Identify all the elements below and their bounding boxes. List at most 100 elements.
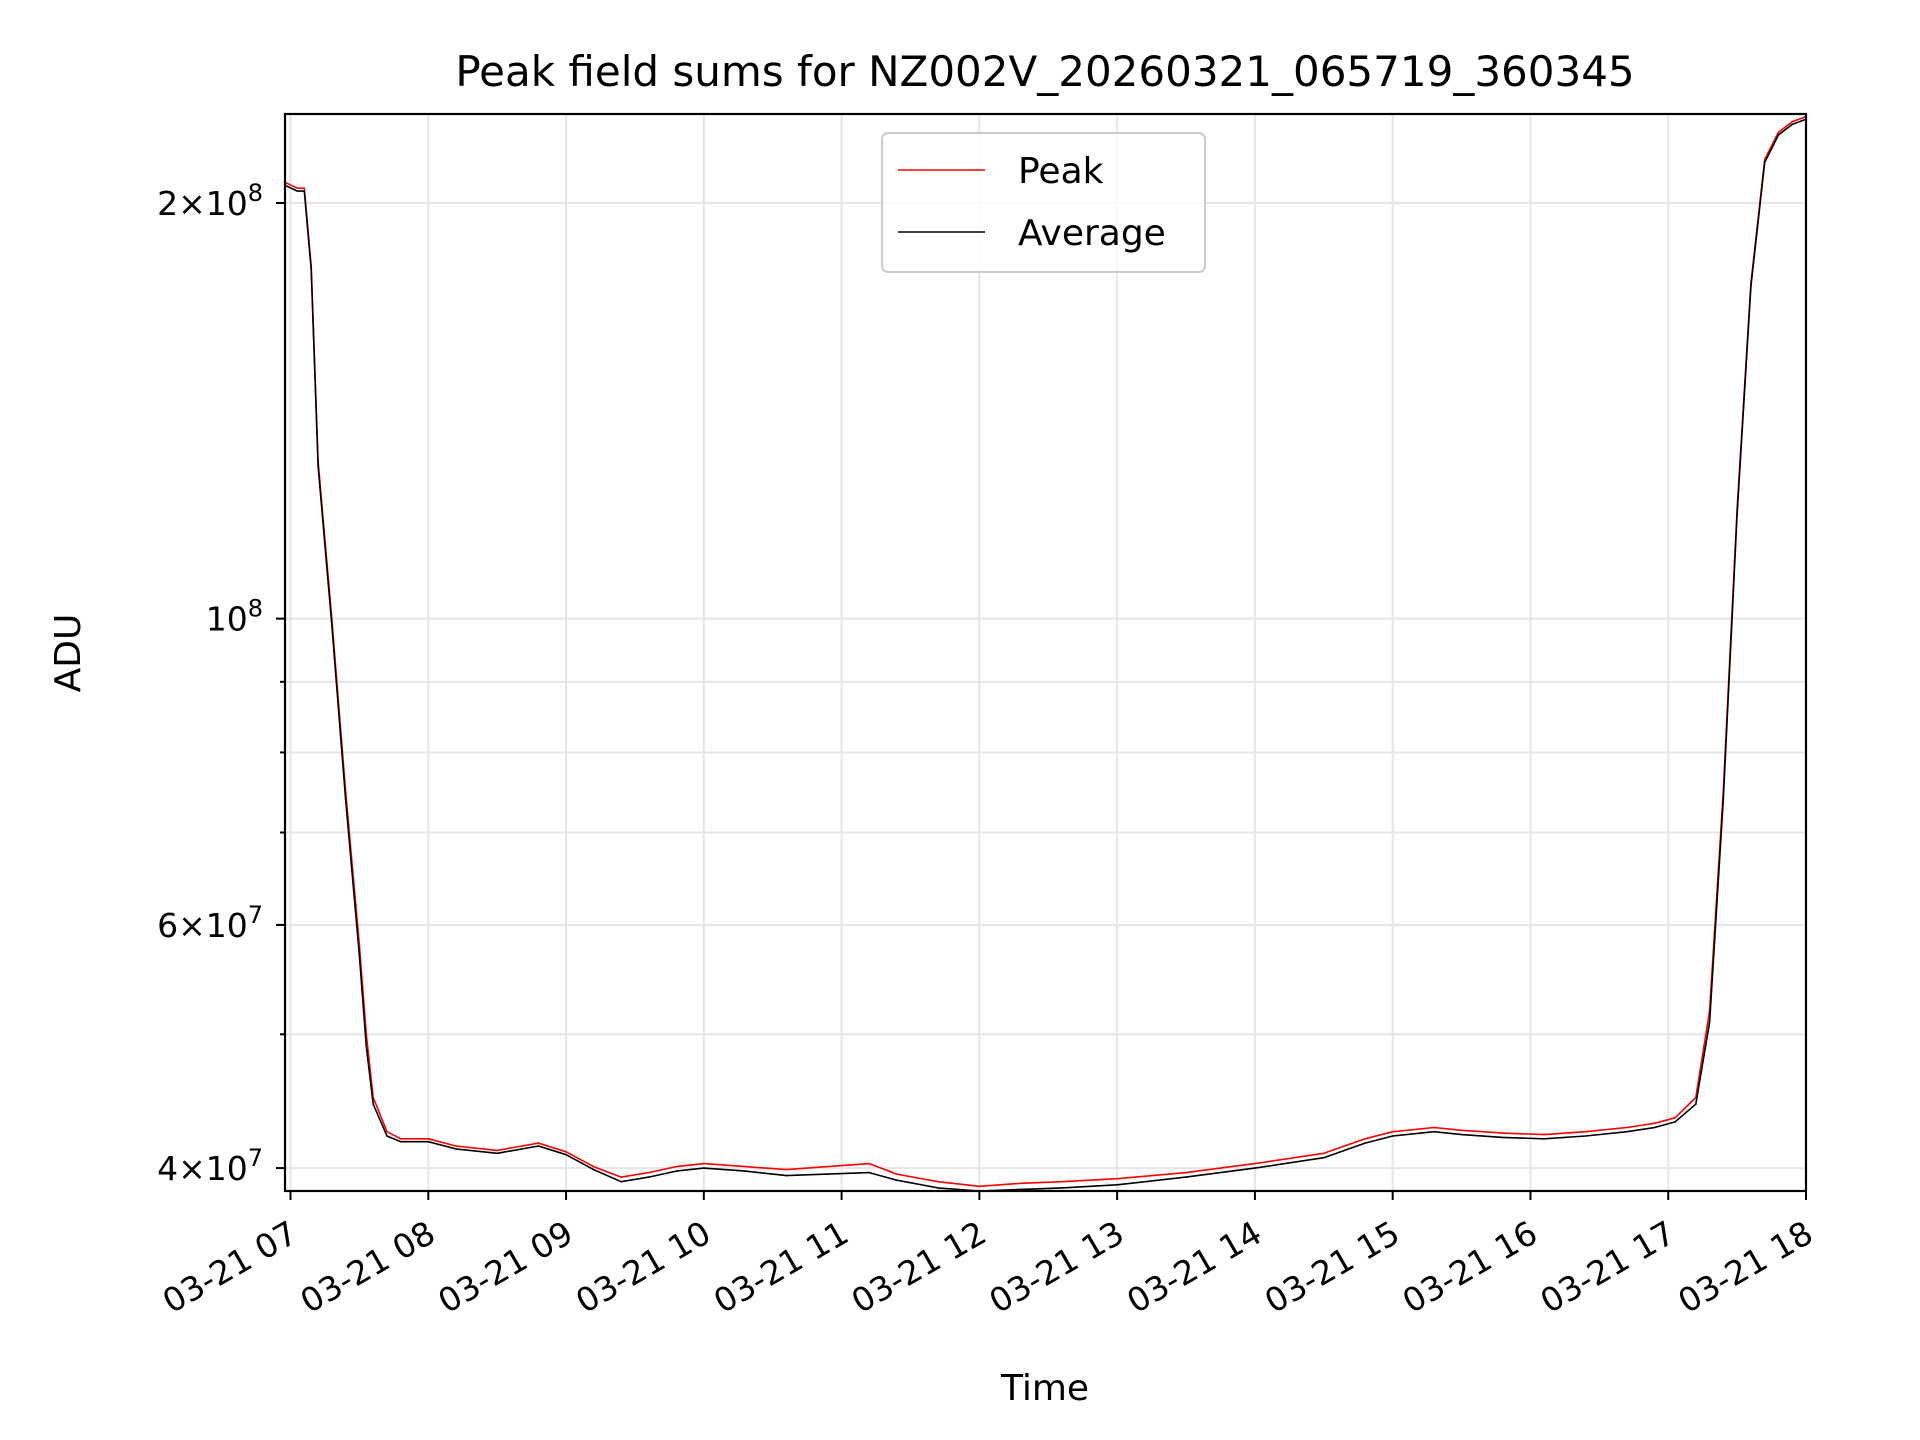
data-point-average [1695, 1103, 1697, 1105]
data-point-peak [827, 1165, 829, 1168]
data-point-peak [868, 1162, 870, 1165]
y-axis: 4×107 6×107 108 2×108 [157, 179, 285, 1188]
data-point-peak [1323, 1152, 1325, 1155]
chart-title: Peak field sums for NZ002V_20260321_0657… [455, 47, 1634, 96]
y-tick-label: 2×108 [157, 179, 263, 223]
data-point-average [1674, 1121, 1676, 1123]
data-point-average [1653, 1126, 1656, 1129]
data-point-average [1061, 1187, 1063, 1189]
data-point-average [785, 1174, 788, 1177]
data-point-average [620, 1180, 622, 1183]
data-point-average [868, 1171, 870, 1174]
series-line-peak [284, 115, 1807, 1188]
data-point-average [372, 1103, 375, 1105]
data-point-peak [895, 1173, 898, 1175]
y-axis-label: ADU [48, 614, 89, 693]
data-point-average [1254, 1167, 1256, 1169]
y-tick-label: 6×107 [157, 901, 263, 945]
data-point-average [1736, 513, 1738, 516]
data-point-peak [1433, 1126, 1435, 1129]
data-point-peak [1502, 1132, 1504, 1134]
data-point-average [310, 268, 313, 271]
data-point-average [1185, 1176, 1187, 1178]
data-point-average [703, 1167, 705, 1169]
data-point-average [1364, 1142, 1366, 1144]
data-point-average [303, 190, 306, 192]
y-tick-label: 108 [206, 595, 263, 639]
data-point-peak [1019, 1182, 1022, 1185]
data-point-average [1750, 285, 1752, 288]
data-point-average [399, 1140, 402, 1143]
data-point-average [1708, 1021, 1711, 1024]
data-point-peak [647, 1171, 650, 1174]
data-point-average [537, 1145, 540, 1147]
data-point-average [296, 190, 299, 192]
data-point-average [427, 1140, 430, 1143]
data-point-average [827, 1173, 829, 1175]
data-point-peak [1364, 1138, 1366, 1140]
grid [285, 114, 1807, 1191]
data-point-average [744, 1170, 746, 1172]
data-point-average [365, 1045, 368, 1048]
data-point-average [1323, 1156, 1325, 1159]
data-point-peak [565, 1151, 567, 1153]
data-point-average [1433, 1130, 1435, 1133]
data-point-peak [1674, 1117, 1676, 1119]
data-point-peak [386, 1130, 388, 1133]
data-point-peak [296, 187, 299, 189]
legend: Peak Average [881, 132, 1206, 273]
y-tick-label: 4×107 [157, 1144, 263, 1188]
data-point-average [386, 1135, 388, 1137]
data-point-average [675, 1170, 678, 1172]
data-point-average [895, 1179, 898, 1181]
data-point-peak [1061, 1180, 1063, 1183]
data-point-peak [496, 1149, 499, 1152]
data-point-average [1791, 123, 1793, 126]
data-point-average [1584, 1135, 1587, 1137]
data-point-average [331, 623, 333, 626]
data-point-peak [1584, 1130, 1587, 1133]
data-point-peak [785, 1168, 788, 1171]
data-point-average [1502, 1136, 1504, 1139]
data-point-peak [1116, 1177, 1118, 1180]
data-point-peak [1777, 131, 1780, 134]
plot-series [284, 115, 1807, 1192]
data-point-average [1019, 1188, 1022, 1191]
data-point-average [565, 1153, 567, 1156]
legend-label-peak: Peak [1018, 151, 1104, 192]
data-point-peak [1254, 1162, 1256, 1165]
data-point-average [358, 954, 361, 957]
data-point-average [592, 1168, 595, 1171]
data-point-peak [1653, 1122, 1656, 1125]
data-point-peak [399, 1138, 402, 1140]
data-point-peak [1543, 1133, 1545, 1136]
data-point-peak [620, 1176, 622, 1178]
data-point-average [1460, 1133, 1463, 1136]
data-point-average [1626, 1130, 1628, 1133]
data-point-peak [978, 1185, 981, 1188]
data-point-average [1116, 1184, 1118, 1186]
data-point-average [1391, 1135, 1394, 1137]
data-point-peak [1391, 1130, 1394, 1133]
data-point-peak [427, 1138, 430, 1140]
data-point-peak [744, 1165, 746, 1168]
data-point-peak [1185, 1171, 1187, 1174]
data-point-average [1722, 798, 1725, 800]
plot-frame [283, 112, 1808, 1193]
data-point-peak [537, 1142, 540, 1144]
data-point-peak [1791, 121, 1793, 123]
data-point-peak [675, 1165, 678, 1168]
data-point-peak [703, 1162, 705, 1165]
data-point-average [1763, 161, 1766, 164]
data-point-peak [455, 1145, 457, 1147]
x-axis-label: Time [1000, 1368, 1089, 1409]
series-line-average [284, 118, 1807, 1192]
data-point-average [496, 1152, 499, 1155]
data-point-average [455, 1148, 457, 1150]
data-point-peak [592, 1165, 595, 1168]
data-point-average [344, 798, 347, 800]
data-point-average [937, 1187, 939, 1189]
data-point-average [1543, 1138, 1545, 1140]
data-point-average [317, 465, 319, 467]
